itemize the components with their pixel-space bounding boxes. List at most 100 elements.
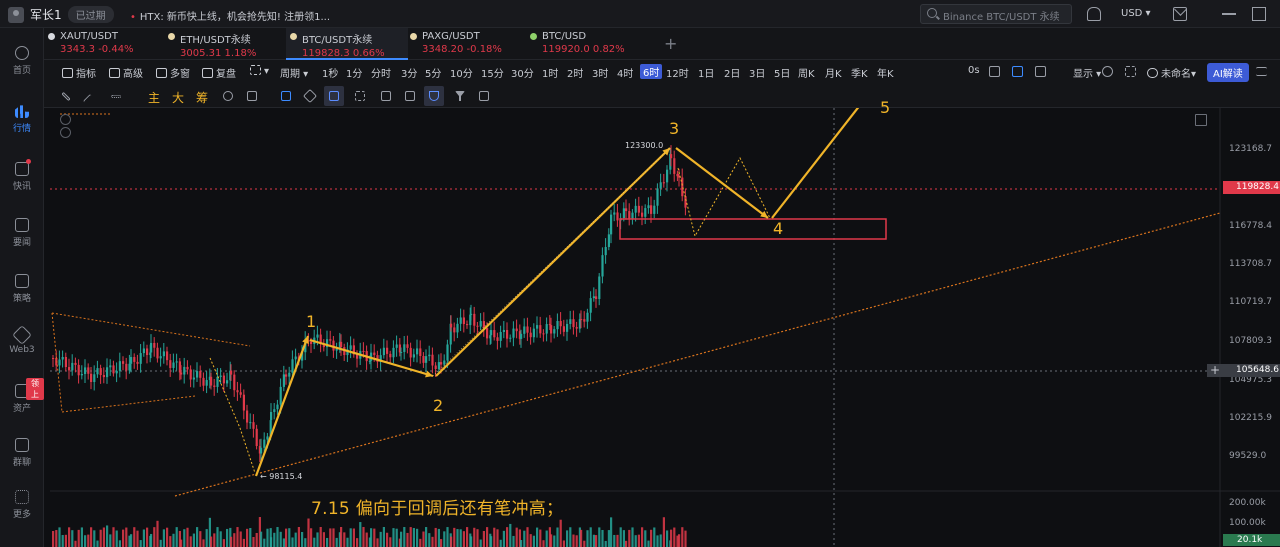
line-tool-icon[interactable] (82, 88, 98, 109)
expand-icon[interactable] (1195, 114, 1207, 126)
nav-item-news[interactable]: 要闻 (0, 218, 44, 248)
trend-line-icon[interactable] (324, 86, 344, 106)
trash-icon[interactable] (476, 88, 492, 104)
candle-type-button[interactable]: ▾ (250, 65, 269, 77)
nav-item-web3[interactable]: Web3 (0, 325, 44, 355)
main-force-tool[interactable]: 主 (148, 91, 161, 105)
interval-6h[interactable]: 6时 (640, 64, 663, 79)
nav-item-assets[interactable]: 领上 资产 (0, 378, 44, 414)
interval-year[interactable]: 年K (877, 69, 894, 80)
ai-button[interactable]: AI解读 (1207, 63, 1249, 82)
symbol-tab[interactable]: ETH/USDT永续 3005.31 1.18% (164, 28, 286, 60)
camera-icon[interactable] (989, 66, 1000, 77)
layout-name[interactable]: 未命名▾ (1147, 65, 1196, 80)
interval-10m[interactable]: 10分 (450, 69, 473, 80)
volume-bar (666, 530, 669, 547)
interval-1h[interactable]: 1时 (542, 69, 559, 80)
candle-body (523, 326, 526, 334)
filter-icon[interactable] (452, 88, 468, 104)
volume-bar (112, 527, 115, 547)
nav-item-home[interactable]: 首页 (0, 46, 44, 76)
refresh-icon[interactable] (220, 88, 236, 104)
interval-2d[interactable]: 2日 (724, 69, 741, 80)
multi-window-button[interactable]: 多窗 (156, 65, 190, 80)
candle-body (301, 352, 304, 361)
text-tool-icon[interactable] (378, 88, 394, 104)
symbol-tab[interactable]: BTC/USD 119920.0 0.82% (526, 28, 648, 60)
nav-item-strategy[interactable]: 策略 (0, 274, 44, 304)
seconds-label[interactable]: 0s (968, 65, 980, 76)
interval-30m[interactable]: 30分 (511, 69, 534, 80)
fullscreen-icon[interactable] (1125, 66, 1136, 77)
chart-canvas[interactable] (50, 108, 1280, 547)
display-button[interactable]: 显示 ▾ (1073, 69, 1102, 80)
replay-button[interactable]: 复盘 (202, 65, 236, 80)
nav-item-chat[interactable]: 群聊 (0, 438, 44, 468)
interval-2h[interactable]: 2时 (567, 69, 584, 80)
currency-select[interactable]: USD ▾ (1121, 8, 1151, 19)
interval-3d[interactable]: 3日 (749, 69, 766, 80)
advanced-button[interactable]: 高级 (109, 65, 143, 80)
username[interactable]: 军长1 (30, 8, 62, 22)
candle-body (634, 205, 637, 213)
nav-item-market[interactable]: 行情 (0, 104, 44, 134)
news-ticker[interactable]: • HTX: 新币快上线，机会抢先知! 注册领1... (130, 8, 330, 23)
interval-3h[interactable]: 3时 (592, 69, 609, 80)
volume-bar (133, 527, 136, 547)
indicators-button[interactable]: 指标 (62, 65, 96, 80)
symbol-price: 119828.3 0.66% (302, 48, 408, 59)
bell-icon[interactable] (1087, 7, 1101, 21)
interval-week[interactable]: 周K (798, 69, 815, 80)
candle-body (389, 353, 392, 358)
mail-icon[interactable] (1173, 7, 1187, 21)
chart-circle-icon[interactable] (60, 127, 71, 138)
period-select[interactable]: 周期 ▾ (280, 69, 309, 80)
symbol-tab[interactable]: XAUT/USDT 3343.3 -0.44% (44, 28, 166, 60)
symbol-tab-active[interactable]: BTC/USDT永续 119828.3 0.66% (286, 28, 408, 60)
nav-item-more[interactable]: 更多 (0, 490, 44, 520)
interval-12h[interactable]: 12时 (666, 69, 689, 80)
interval-1s[interactable]: 1秒 (322, 69, 339, 80)
interval-4h[interactable]: 4时 (617, 69, 634, 80)
settings-icon[interactable] (1102, 66, 1113, 77)
pen-icon[interactable] (1012, 66, 1023, 77)
big-order-tool[interactable]: 大 (172, 91, 185, 105)
symbol-tab[interactable]: PAXG/USDT 3348.20 -0.18% (406, 28, 528, 60)
interval-1m[interactable]: 1分 (346, 69, 363, 80)
interval-1d[interactable]: 1日 (698, 69, 715, 80)
menu-icon[interactable] (1256, 67, 1267, 76)
ruler-icon[interactable] (58, 88, 74, 104)
interval-15m[interactable]: 15分 (481, 69, 504, 80)
nav-item-flash[interactable]: 快讯 (0, 159, 44, 192)
cursor-icon[interactable] (278, 88, 294, 104)
candle-body (230, 370, 233, 375)
price-chart[interactable]: 123168.7 116778.4 113708.7 110719.7 1078… (50, 98, 1280, 547)
note-icon[interactable] (402, 88, 418, 104)
candle-body (406, 344, 409, 348)
copy-icon[interactable] (244, 88, 260, 104)
search-input[interactable]: Binance BTC/USDT 永续 (920, 4, 1072, 24)
interval-5d[interactable]: 5日 (774, 69, 791, 80)
add-tab-icon[interactable]: + (664, 34, 678, 53)
candle-body (310, 341, 313, 344)
interval-time[interactable]: 分时 (371, 69, 391, 80)
chart-circle-icon[interactable] (60, 114, 71, 125)
maximize-icon[interactable] (1252, 7, 1266, 21)
chips-tool[interactable]: 筹 (196, 91, 209, 105)
minimize-icon[interactable] (1222, 13, 1236, 15)
brush-icon[interactable] (302, 88, 318, 104)
user-info[interactable]: 军长1 已过期 (8, 6, 114, 23)
edit-icon[interactable] (1035, 66, 1046, 77)
interval-3m[interactable]: 3分 (401, 69, 418, 80)
magnet-icon[interactable] (424, 86, 444, 106)
more-tools-icon[interactable] (108, 88, 124, 104)
candle-tool-icon[interactable] (352, 88, 368, 104)
add-alert-icon[interactable]: + (1207, 364, 1223, 377)
interval-5m[interactable]: 5分 (425, 69, 442, 80)
interval-quarter[interactable]: 季K (851, 69, 868, 80)
left-nav: 首页 行情 快讯 要闻 策略 Web3 领上 资产 群聊 更多 (0, 28, 44, 547)
avatar[interactable] (8, 6, 24, 23)
volume-bar (52, 531, 55, 547)
replay-icon (202, 68, 213, 78)
interval-month[interactable]: 月K (825, 69, 842, 80)
